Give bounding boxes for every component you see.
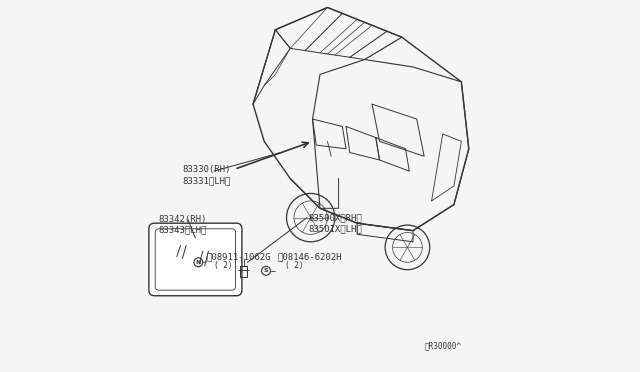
Text: ( 2): ( 2) <box>214 262 232 270</box>
Text: S: S <box>264 268 268 273</box>
Text: ( 2): ( 2) <box>285 262 303 270</box>
Text: 83331〈LH〉: 83331〈LH〉 <box>182 176 231 185</box>
Text: ⓈR30000^: ⓈR30000^ <box>424 341 461 350</box>
Text: 83330(RH): 83330(RH) <box>182 165 231 174</box>
Text: N: N <box>196 260 201 265</box>
Text: 83500X〈RH〉: 83500X〈RH〉 <box>309 213 363 222</box>
FancyBboxPatch shape <box>149 223 242 296</box>
Text: Ⓢ08146-6202H: Ⓢ08146-6202H <box>277 252 342 261</box>
Text: 83501X〈LH〉: 83501X〈LH〉 <box>309 224 363 233</box>
Text: ⓝ08911-1062G: ⓝ08911-1062G <box>207 252 271 261</box>
Text: 83342(RH): 83342(RH) <box>158 215 207 224</box>
Text: 83343〈LH〉: 83343〈LH〉 <box>158 225 207 234</box>
